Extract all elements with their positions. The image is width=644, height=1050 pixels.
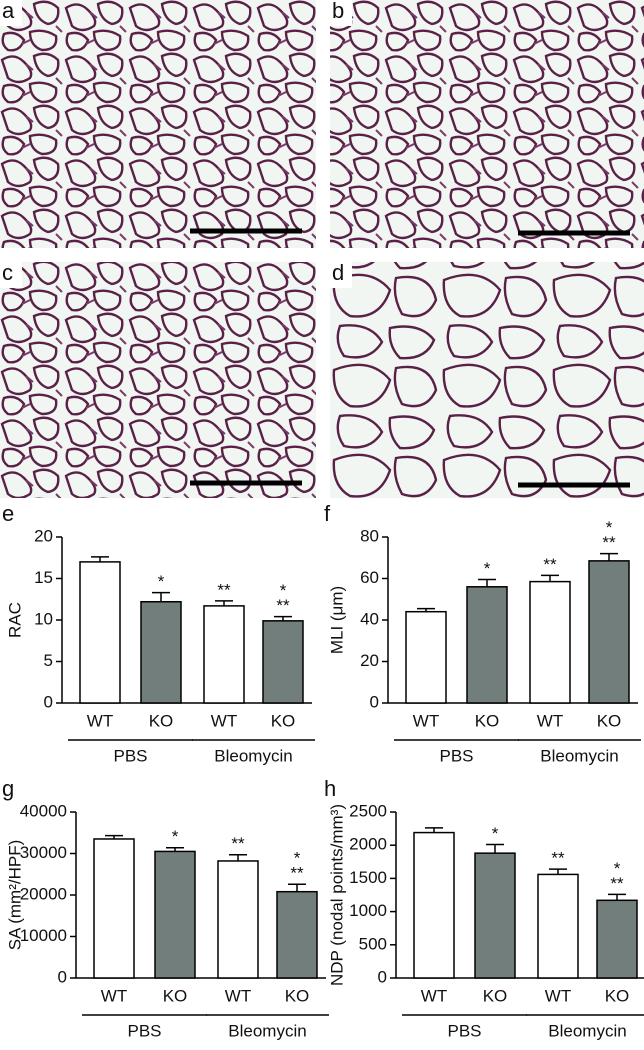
panel-label: e [2,501,14,526]
group-label: Bleomycin [214,746,292,765]
micrograph-c [0,262,316,498]
y-tick-label: 500 [359,934,387,953]
group-label: PBS [127,1021,161,1040]
y-axis-label: NDP (nodal points/mm³) [327,804,346,986]
significance: * [492,824,499,843]
bar [596,899,638,979]
significance: * [606,518,613,537]
y-tick-label: 2000 [349,835,387,854]
group-label: Bleomycin [228,1021,306,1040]
bar [405,610,447,704]
panel-label: f [324,501,331,526]
bar [262,620,304,704]
x-tick-label: KO [597,711,622,730]
group-label: PBS [439,746,473,765]
x-tick-label: KO [163,986,188,1005]
y-tick-label: 40 [360,609,379,628]
bar [529,580,571,704]
y-tick-label: 40000 [20,801,67,820]
x-tick-label: KO [605,986,630,1005]
x-tick-label: WT [211,711,237,730]
group-label: PBS [113,746,147,765]
y-tick-label: 30000 [20,843,67,862]
x-tick-label: KO [285,986,310,1005]
y-axis-label: MLI (μm) [327,586,346,654]
y-tick-label: 80 [360,526,379,545]
bar [217,860,259,979]
panel-label: h [324,776,336,801]
significance: * [484,559,491,578]
significance: * [280,581,287,600]
y-tick-label: 20000 [20,884,67,903]
group-label: PBS [447,1021,481,1040]
bar [203,605,245,704]
y-tick-label: 0 [44,692,53,711]
group-label: Bleomycin [540,746,618,765]
panel-label: a [2,0,15,23]
y-tick-label: 1000 [349,901,387,920]
y-tick-label: 10 [34,609,53,628]
bar [79,561,121,704]
y-axis-label: RAC [5,602,24,638]
x-tick-label: KO [149,711,174,730]
significance: * [614,859,621,878]
bar [537,873,579,979]
significance: ** [290,864,304,883]
significance: ** [217,580,231,599]
x-tick-label: WT [545,986,571,1005]
significance: ** [231,834,245,853]
x-tick-label: WT [413,711,439,730]
y-tick-label: 0 [370,692,379,711]
panel-label: d [332,260,344,285]
panel-label: c [2,260,13,285]
significance: * [158,572,165,591]
bar [276,890,318,979]
x-tick-label: WT [537,711,563,730]
bar [93,838,135,979]
micrograph-a [0,0,316,248]
significance: ** [276,596,290,615]
x-tick-label: WT [87,711,113,730]
bar [413,831,455,979]
significance: * [172,827,179,846]
bar [140,600,182,704]
y-tick-label: 0 [58,967,67,986]
micrograph-d [330,262,644,498]
y-tick-label: 10000 [20,926,67,945]
significance: ** [543,555,557,574]
x-tick-label: KO [271,711,296,730]
significance: ** [551,849,565,868]
x-tick-label: WT [421,986,447,1005]
x-tick-label: WT [101,986,127,1005]
panel-label: b [332,0,344,23]
significance: * [294,849,301,868]
significance: ** [602,533,616,552]
y-tick-label: 20 [34,526,53,545]
y-tick-label: 1500 [349,868,387,887]
x-tick-label: WT [225,986,251,1005]
micrograph-b [330,0,644,248]
x-tick-label: KO [483,986,508,1005]
y-tick-label: 5 [44,651,53,670]
significance: ** [610,874,624,893]
bar [474,852,516,979]
bar [154,850,196,979]
y-tick-label: 20 [360,651,379,670]
panel-label: g [2,776,14,801]
x-tick-label: KO [475,711,500,730]
bar [466,586,508,704]
y-tick-label: 0 [378,967,387,986]
y-tick-label: 15 [34,568,53,587]
bar [588,560,630,704]
group-label: Bleomycin [548,1021,626,1040]
y-tick-label: 2500 [349,801,387,820]
y-tick-label: 60 [360,568,379,587]
y-axis-label: SA (mm²/HPF) [5,840,24,951]
